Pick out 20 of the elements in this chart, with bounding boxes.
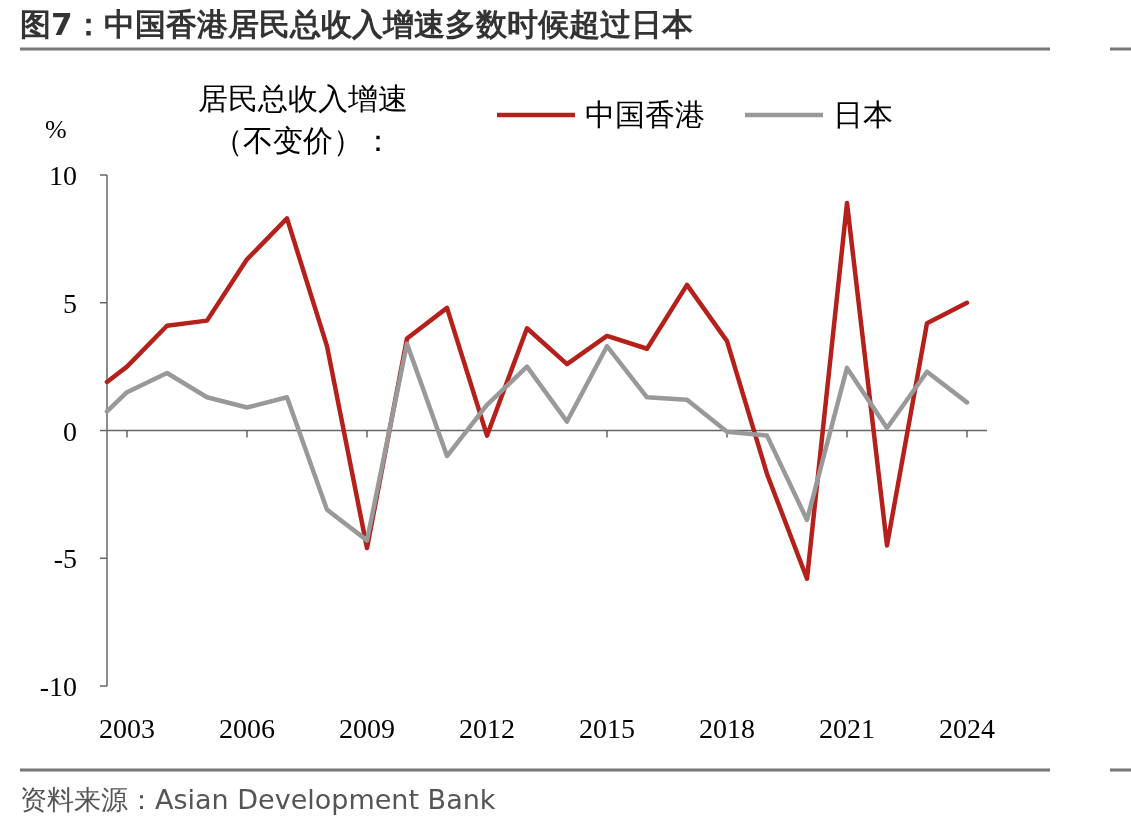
legend-label: 日本 bbox=[833, 96, 893, 134]
y-tick-label: 5 bbox=[63, 287, 77, 319]
legend-label: 中国香港 bbox=[585, 96, 705, 134]
line-series bbox=[104, 341, 970, 543]
x-tick-label: 2009 bbox=[339, 713, 395, 744]
text: 居民总收入增速（不变价）： bbox=[196, 80, 409, 160]
x-tick-label: 2006 bbox=[219, 713, 275, 744]
x-tick-label: 2021 bbox=[819, 713, 875, 744]
y-tick-label: -5 bbox=[53, 543, 77, 575]
y-tick-label: 10 bbox=[49, 160, 77, 191]
x-tick-label: 2024 bbox=[939, 713, 995, 744]
y-axis-title: % bbox=[45, 115, 67, 145]
chart-title: 图7：中国香港居民总收入增速多数时候超过日本 bbox=[20, 5, 693, 44]
text: 资料来源：Asian Development Bank bbox=[20, 783, 496, 817]
x-tick-label: 2003 bbox=[99, 713, 155, 744]
x-tick-label: 2018 bbox=[699, 713, 755, 744]
y-tick-label: 0 bbox=[63, 415, 77, 447]
x-tick-label: 2015 bbox=[579, 713, 635, 744]
x-tick-label: 2012 bbox=[459, 713, 515, 744]
y-tick-label: -10 bbox=[39, 671, 77, 702]
